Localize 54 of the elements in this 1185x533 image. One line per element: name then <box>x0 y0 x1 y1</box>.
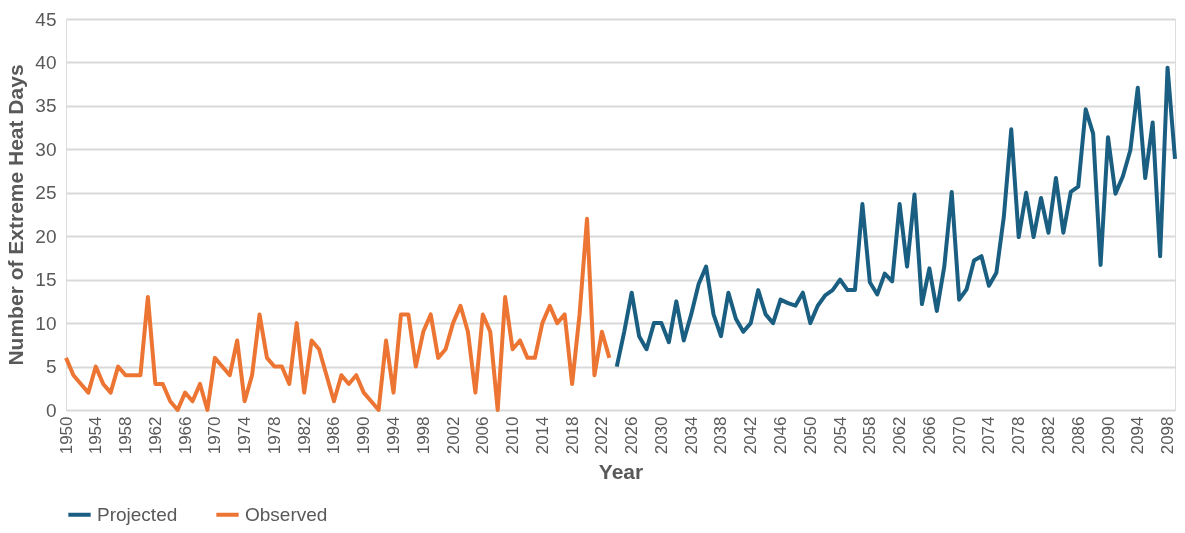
x-tick-label: 2070 <box>949 416 969 455</box>
x-tick-label: 2050 <box>800 416 820 455</box>
y-tick-label: 45 <box>35 8 57 30</box>
x-tick-label: 2026 <box>622 416 642 455</box>
x-tick-label: 1962 <box>145 416 165 455</box>
x-tick-label: 2078 <box>1009 416 1029 455</box>
x-tick-label: 1970 <box>205 416 225 455</box>
x-tick-label: 1998 <box>413 416 433 455</box>
x-tick-label: 2058 <box>860 416 880 455</box>
x-tick-label: 2038 <box>711 416 731 455</box>
y-axis-title: Number of Extreme Heat Days <box>4 64 28 366</box>
x-tick-label: 2006 <box>473 416 493 455</box>
x-tick-label: 1958 <box>116 416 136 455</box>
y-tick-label: 0 <box>45 399 57 421</box>
y-tick-label: 25 <box>35 182 57 204</box>
x-axis-title: Year <box>598 460 644 484</box>
x-tick-label: 2090 <box>1098 416 1118 455</box>
x-tick-label: 1950 <box>56 416 76 455</box>
y-tick-label: 40 <box>35 51 57 73</box>
x-tick-label: 2086 <box>1068 416 1088 455</box>
x-tick-label: 2046 <box>771 416 791 455</box>
x-tick-label: 2022 <box>592 416 612 455</box>
legend-label: Projected <box>97 503 178 525</box>
line-series <box>64 216 612 412</box>
y-tick-label: 10 <box>35 312 57 334</box>
x-tick-label: 2074 <box>979 416 999 455</box>
y-tick-label: 20 <box>35 225 57 247</box>
x-tick-label: 2010 <box>503 416 523 455</box>
x-tick-label: 2014 <box>532 416 552 455</box>
line-series <box>614 65 1177 369</box>
y-tick-label: 35 <box>35 95 57 117</box>
x-tick-label: 2066 <box>919 416 939 455</box>
x-tick-label: 1986 <box>324 416 344 455</box>
x-tick-label: 1990 <box>354 416 374 455</box>
legend-label: Observed <box>245 503 328 525</box>
x-tick-label: 1978 <box>264 416 284 455</box>
x-tick-label: 2018 <box>562 416 582 455</box>
x-tick-label: 1954 <box>86 416 106 455</box>
x-tick-label: 1966 <box>175 416 195 455</box>
x-tick-label: 2094 <box>1128 416 1148 455</box>
x-tick-label: 1994 <box>383 416 403 455</box>
y-tick-label: 30 <box>35 138 57 160</box>
x-tick-label: 2030 <box>651 416 671 455</box>
x-tick-label: 2082 <box>1038 416 1058 455</box>
x-tick-label: 2054 <box>830 416 850 455</box>
x-tick-label: 1982 <box>294 416 314 455</box>
x-tick-label: 2034 <box>681 416 701 455</box>
x-tick-label: 2042 <box>741 416 761 455</box>
x-tick-label: 2002 <box>443 416 463 455</box>
y-tick-label: 5 <box>45 356 57 378</box>
x-tick-label: 2062 <box>890 416 910 455</box>
x-tick-label: 2098 <box>1158 416 1178 455</box>
y-tick-label: 15 <box>35 269 57 291</box>
x-tick-label: 1974 <box>235 416 255 455</box>
